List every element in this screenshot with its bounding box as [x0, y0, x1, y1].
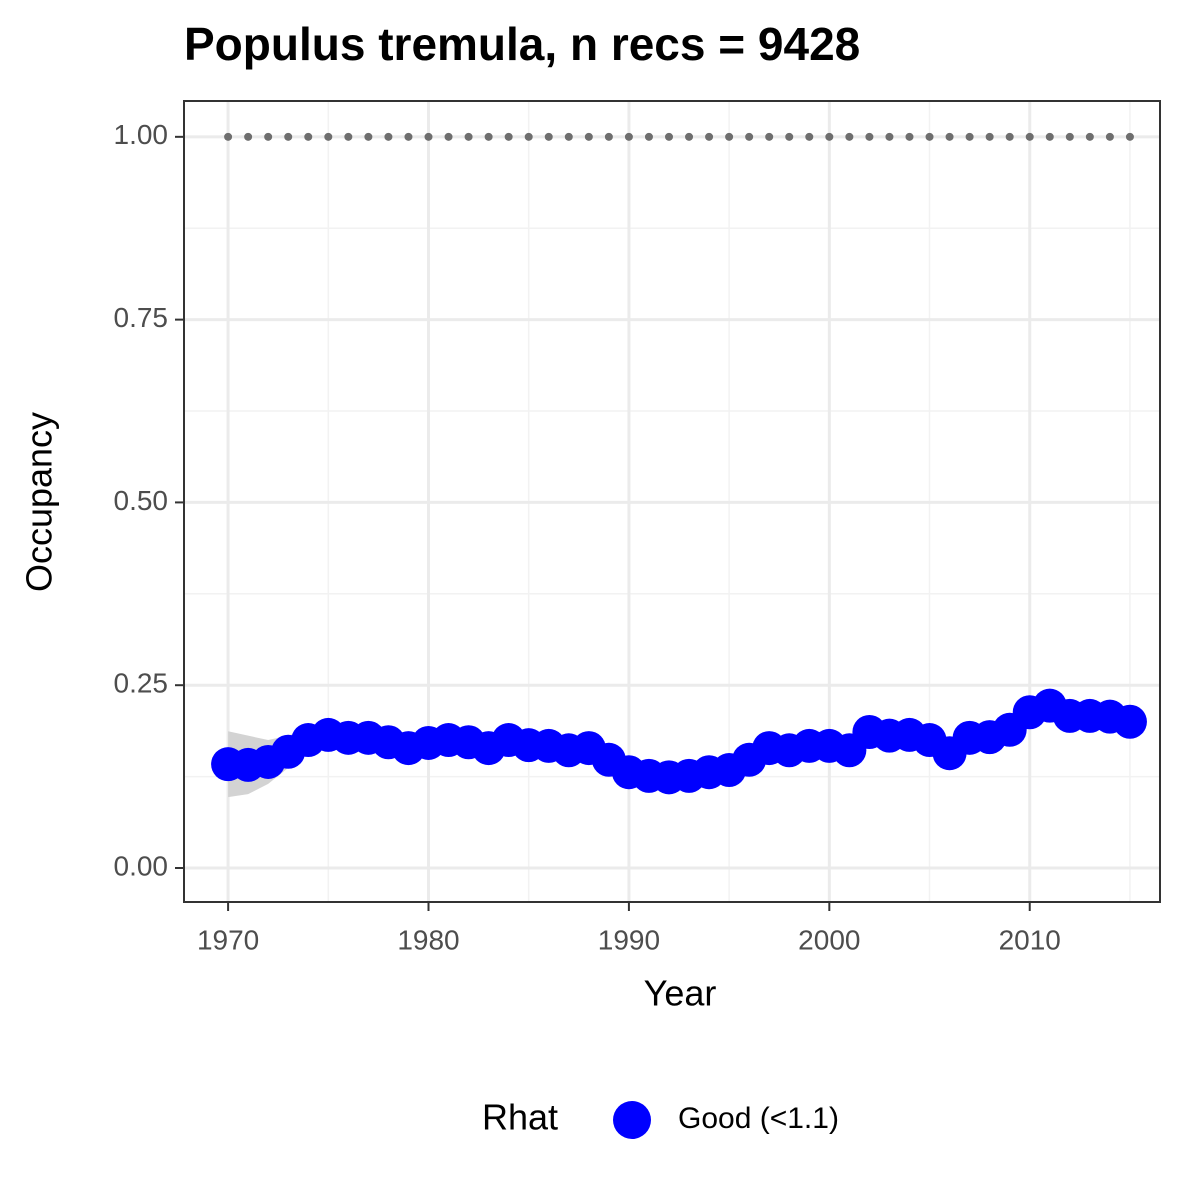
reference-dot — [504, 132, 513, 141]
y-tick-label: 0.00 — [114, 850, 169, 881]
legend-key — [613, 1101, 651, 1139]
reference-dot — [304, 132, 313, 141]
reference-dot — [224, 132, 233, 141]
reference-dot — [524, 132, 533, 141]
legend-title: Rhat — [482, 1097, 558, 1138]
reference-dot — [624, 132, 633, 141]
reference-dot — [484, 132, 493, 141]
reference-dot — [644, 132, 653, 141]
reference-dot — [564, 132, 573, 141]
reference-dot — [424, 132, 433, 141]
reference-dot — [664, 132, 673, 141]
y-tick-label: 0.25 — [114, 668, 169, 699]
reference-dot — [404, 132, 413, 141]
reference-dot — [805, 132, 814, 141]
reference-dot — [464, 132, 473, 141]
x-tick-label: 1990 — [598, 924, 660, 955]
reference-dot — [745, 132, 754, 141]
reference-dot — [324, 132, 333, 141]
reference-dot — [384, 132, 393, 141]
reference-dot — [885, 132, 894, 141]
x-tick-label: 2010 — [999, 924, 1061, 955]
reference-dot — [865, 132, 874, 141]
reference-dot — [685, 132, 694, 141]
reference-dot — [705, 132, 714, 141]
reference-dot — [444, 132, 453, 141]
reference-dot — [825, 132, 834, 141]
x-axis-title: Year — [644, 973, 717, 1014]
y-axis-title: Occupancy — [19, 412, 60, 592]
reference-dot — [985, 132, 994, 141]
y-tick-label: 0.50 — [114, 485, 169, 516]
reference-dot — [264, 132, 273, 141]
reference-dot — [1045, 132, 1054, 141]
reference-dot — [1085, 132, 1094, 141]
reference-dot — [544, 132, 553, 141]
reference-dot — [965, 132, 974, 141]
reference-dot — [725, 132, 734, 141]
data-point — [1112, 704, 1147, 739]
reference-dot — [1105, 132, 1114, 141]
reference-dot — [244, 132, 253, 141]
reference-dot — [1005, 132, 1014, 141]
reference-dot — [1125, 132, 1134, 141]
y-tick-label: 1.00 — [114, 119, 169, 150]
x-tick-label: 2000 — [798, 924, 860, 955]
reference-dot — [785, 132, 794, 141]
reference-dot — [604, 132, 613, 141]
reference-dot — [1065, 132, 1074, 141]
reference-dot — [925, 132, 934, 141]
x-tick-label: 1970 — [197, 924, 259, 955]
legend-label: Good (<1.1) — [678, 1102, 839, 1135]
y-tick-label: 0.75 — [114, 302, 169, 333]
reference-dot — [1025, 132, 1034, 141]
chart-title: Populus tremula, n recs = 9428 — [184, 18, 860, 70]
reference-dot — [765, 132, 774, 141]
x-tick-label: 1980 — [397, 924, 459, 955]
panel-border — [183, 100, 1161, 903]
reference-dot — [344, 132, 353, 141]
reference-dot — [905, 132, 914, 141]
reference-dot — [284, 132, 293, 141]
reference-dot — [845, 132, 854, 141]
reference-dot — [945, 132, 954, 141]
reference-dot — [584, 132, 593, 141]
reference-dot — [364, 132, 373, 141]
